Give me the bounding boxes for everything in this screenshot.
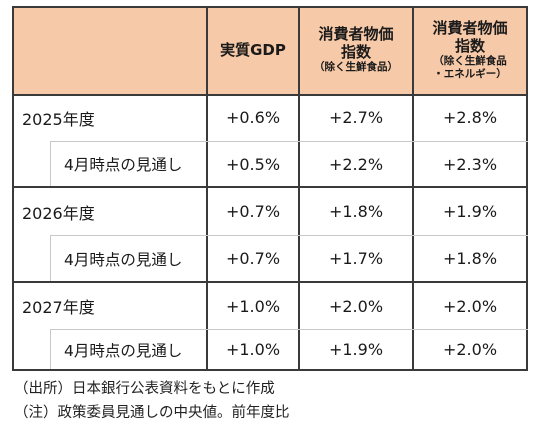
header-cpi-core-title: 消費者物価 指数 <box>318 25 394 62</box>
cell-cpicore-2027: +2.0% <box>442 296 498 316</box>
footnote: （注）政策委員見通しの中央値。前年度比 <box>14 405 290 421</box>
cell-cpicore-april-2026: +1.8% <box>442 249 498 268</box>
group-divider <box>12 281 528 283</box>
cell-gdp-2026: +0.7% <box>225 202 281 221</box>
header-cpi-corecore-title: 消費者物価 指数 <box>432 18 508 55</box>
header-cpi-core-core: 消費者物価 指数 （除く生鮮食品 ・エネルギー） <box>414 8 526 92</box>
cell-cpi-april-2027: +1.9% <box>328 340 384 359</box>
table-border-right <box>526 6 528 371</box>
row-label-april-2027: 4月時点の見通し <box>64 341 183 360</box>
header-real-gdp: 実質GDP <box>220 41 286 59</box>
sub-row-bracket <box>50 235 51 281</box>
sub-row-bracket <box>50 141 51 186</box>
column-divider <box>206 6 208 371</box>
cell-gdp-2027: +1.0% <box>225 296 281 316</box>
header-cpi-core-sub: （除く生鮮食品） <box>314 61 398 74</box>
cell-gdp-april-2027: +1.0% <box>225 340 281 359</box>
table-header <box>12 6 528 96</box>
source-note: （出所）日本銀行公表資料をもとに作成 <box>14 381 275 397</box>
forecast-table: 実質GDP 消費者物価 指数 （除く生鮮食品） 消費者物価 指数 （除く生鮮食品… <box>12 6 528 371</box>
cell-cpi-april-2026: +1.7% <box>328 249 384 268</box>
cell-cpicore-april-2027: +2.0% <box>442 340 498 359</box>
header-cpi-corecore-sub: （除く生鮮食品 ・エネルギー） <box>433 54 507 80</box>
cell-cpicore-2026: +1.9% <box>442 202 498 221</box>
cell-gdp-april-2025: +0.5% <box>225 154 281 174</box>
column-divider <box>298 6 300 371</box>
sub-row-bracket <box>50 329 51 369</box>
header-cpi-core: 消費者物価 指数 （除く生鮮食品） <box>300 8 412 92</box>
row-label-april-2025: 4月時点の見通し <box>64 156 183 174</box>
row-label-april-2026: 4月時点の見通し <box>64 250 183 269</box>
cell-cpicore-april-2025: +2.3% <box>442 154 498 174</box>
row-divider <box>50 329 528 330</box>
row-label-2025: 2025年度 <box>22 109 95 129</box>
cell-cpi-april-2025: +2.2% <box>328 154 384 174</box>
cell-gdp-2025: +0.6% <box>225 108 281 127</box>
row-divider <box>50 235 528 236</box>
cell-cpicore-2025: +2.8% <box>442 108 498 127</box>
column-divider <box>412 6 414 371</box>
table-border-bottom <box>12 369 528 371</box>
cell-cpi-2027: +2.0% <box>328 296 384 316</box>
group-divider <box>12 186 528 188</box>
cell-gdp-april-2026: +0.7% <box>225 249 281 268</box>
row-label-2027: 2027年度 <box>22 298 95 317</box>
row-label-2026: 2026年度 <box>22 203 95 223</box>
row-divider <box>50 141 528 142</box>
table-border-left <box>12 6 14 371</box>
cell-cpi-2025: +2.7% <box>328 108 384 127</box>
cell-cpi-2026: +1.8% <box>328 202 384 221</box>
